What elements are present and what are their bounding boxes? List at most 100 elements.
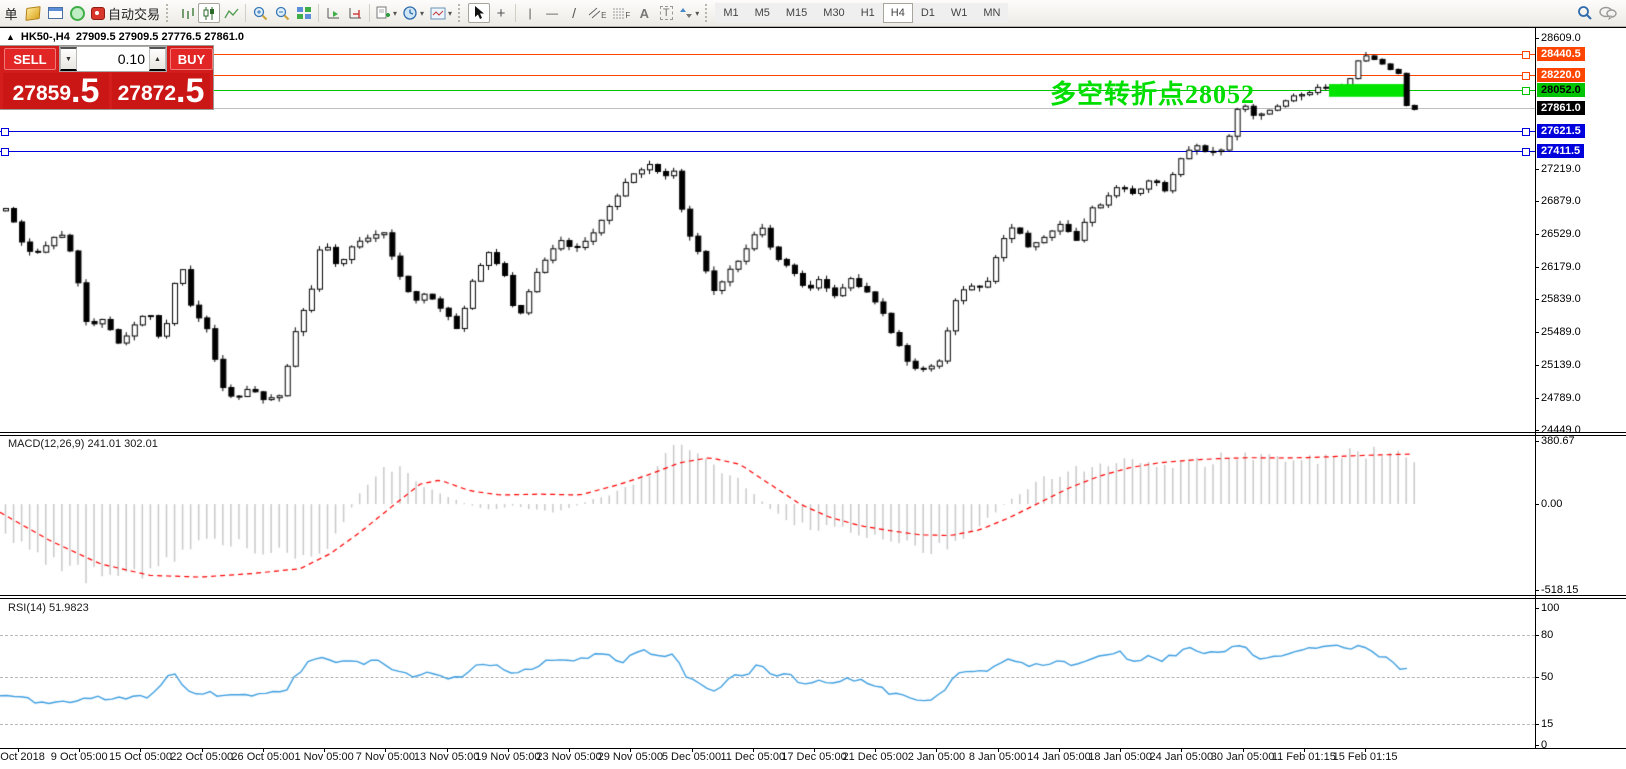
timeframe-h4-button[interactable]: H4 [882, 3, 913, 23]
time-axis-label: 30 Jan 05:00 [1210, 751, 1275, 763]
vertical-line-icon: | [528, 6, 532, 20]
cursor-button[interactable] [468, 3, 491, 23]
time-axis-label: 18 Jan 05:00 [1088, 751, 1152, 763]
autoscroll-button[interactable] [322, 3, 344, 23]
pivot-annotation-text[interactable]: 多空转折点28052 [1050, 80, 1256, 109]
candles-button[interactable] [198, 3, 221, 23]
price-badge-level: 27411.5 [1537, 143, 1585, 158]
channel-button[interactable]: E [585, 3, 609, 23]
timeframe-m1-button[interactable]: M1 [715, 3, 747, 23]
line-handle[interactable] [1, 128, 9, 136]
timeframe-w1-button[interactable]: W1 [942, 3, 976, 23]
vertical-line-button[interactable]: | [519, 3, 541, 23]
add-indicator-button[interactable]: ▾ [373, 3, 400, 23]
toolbar-grip [705, 4, 712, 22]
autotrading-button[interactable]: 自动交易 [88, 3, 163, 23]
autotrading-label: 自动交易 [108, 6, 161, 22]
zoom-in-button[interactable] [249, 3, 271, 23]
search-button[interactable] [1574, 3, 1596, 23]
chart-symbol-period: HK50-,H4 [20, 31, 70, 43]
chart-shift-icon [349, 7, 361, 18]
line-chart-icon [223, 8, 239, 18]
candlestick-icon [203, 6, 215, 20]
time-axis-label: 23 Nov 05:00 [536, 751, 602, 763]
timeframe-mn-button[interactable]: MN [975, 3, 1009, 23]
horizontal-line-button[interactable]: — [541, 3, 563, 23]
shapes-button[interactable]: ▾ [677, 3, 702, 23]
line-handle[interactable] [1522, 148, 1530, 156]
macd-tick-label: 0.00 [1541, 498, 1563, 511]
zoom-out-button[interactable] [271, 3, 293, 23]
volume-up-button[interactable]: ▲ [149, 47, 166, 71]
support-rectangle-object[interactable] [1329, 84, 1408, 97]
macd-tick-label: 380.67 [1541, 435, 1575, 447]
text-button[interactable]: A [633, 3, 655, 23]
shift-end-button[interactable] [344, 3, 366, 23]
one-click-collapse-arrow[interactable]: ▲ [6, 32, 15, 42]
template-icon [430, 7, 446, 19]
text-tool-icon: A [639, 5, 649, 21]
tile-windows-icon [297, 6, 312, 19]
crosshair-button[interactable]: + [490, 3, 512, 23]
sell-price-main: 27859 [12, 82, 72, 105]
chart-window-button[interactable] [44, 3, 66, 23]
book-icon [25, 5, 41, 21]
buy-price-main: 27872 [117, 82, 177, 105]
autoscroll-icon [327, 7, 339, 18]
label-button[interactable]: T [655, 3, 677, 23]
buy-price[interactable]: 27872 .5 [112, 73, 210, 109]
sell-button[interactable]: SELL [4, 48, 56, 70]
tile-windows-button[interactable] [293, 3, 315, 23]
rsi-tick-label: 0 [1541, 739, 1548, 751]
time-axis-label: 22 Oct 05:00 [170, 751, 234, 763]
cursor-icon [475, 6, 485, 19]
price-tick-label: 26879.0 [1541, 195, 1581, 208]
chat-icon [1599, 6, 1617, 20]
toolbar-grip [166, 4, 173, 22]
template-button[interactable]: ▾ [427, 3, 455, 23]
signals-button[interactable] [66, 3, 88, 23]
chart-surface[interactable] [0, 27, 1535, 432]
time-axis-label: 1 Nov 05:00 [294, 751, 354, 763]
toolbar-separator [515, 4, 517, 22]
chart-top-border [0, 27, 1626, 28]
line-handle[interactable] [1522, 51, 1530, 59]
dropdown-caret-icon: ▾ [420, 8, 425, 18]
dropdown-caret-icon: ▾ [393, 8, 398, 18]
timeframe-h1-button[interactable]: H1 [852, 3, 883, 23]
new-order-label: 单 [4, 6, 18, 22]
buy-button[interactable]: BUY [170, 48, 213, 70]
book-button[interactable] [22, 3, 44, 23]
timeframe-d1-button[interactable]: D1 [912, 3, 943, 23]
timeframe-m30-button[interactable]: M30 [815, 3, 853, 23]
bar-chart-icon [181, 7, 194, 19]
pane-divider[interactable] [0, 435, 1626, 436]
timeframe-m15-button[interactable]: M15 [777, 3, 816, 23]
time-axis-label: 24 Jan 05:00 [1149, 751, 1214, 763]
timeframe-bar: M1 M5 M15 M30 H1 H4 D1 W1 MN [715, 3, 1009, 23]
sell-price[interactable]: 27859 .5 [3, 73, 109, 109]
macd-name: MACD(12,26,9) [8, 438, 85, 450]
time-axis-label: 11 Feb 01:15 [1271, 751, 1336, 763]
pane-divider[interactable] [0, 598, 1626, 599]
line-handle[interactable] [1522, 87, 1530, 95]
pane-divider[interactable] [0, 595, 1626, 596]
bars-button[interactable] [176, 3, 198, 23]
fibonacci-button[interactable]: F [609, 3, 633, 23]
new-order-button[interactable]: 单 [0, 3, 22, 23]
volume-input[interactable] [77, 47, 149, 71]
line-chart-button[interactable] [220, 3, 242, 23]
pane-divider[interactable] [0, 432, 1626, 433]
line-handle[interactable] [1522, 72, 1530, 80]
volume-down-button[interactable]: ▼ [60, 47, 77, 71]
line-handle[interactable] [1, 148, 9, 156]
chat-button[interactable] [1596, 3, 1620, 23]
time-axis-label: 7 Nov 05:00 [355, 751, 416, 763]
time-axis-label: 14 Jan 05:00 [1027, 751, 1091, 763]
chart-window-icon [47, 7, 63, 19]
line-handle[interactable] [1522, 128, 1530, 136]
trendline-icon: / [572, 5, 576, 21]
timeframe-m5-button[interactable]: M5 [746, 3, 778, 23]
trendline-button[interactable]: / [563, 3, 585, 23]
periods-button[interactable]: ▾ [400, 3, 427, 23]
